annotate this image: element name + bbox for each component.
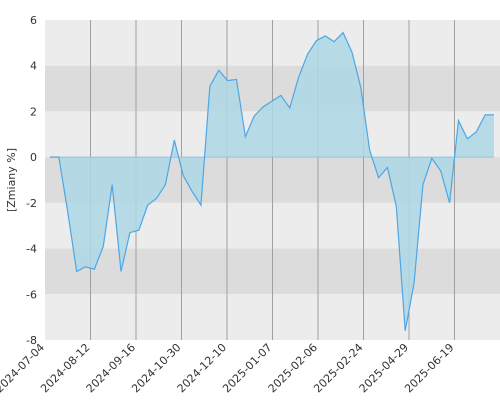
y-tick-label: -2	[26, 197, 37, 210]
y-tick-label: 6	[30, 14, 37, 27]
y-tick-label: 4	[30, 60, 37, 73]
series-area	[50, 31, 494, 331]
y-tick-label: -4	[26, 243, 37, 256]
area-fill	[50, 32, 494, 331]
series-line	[50, 31, 494, 331]
y-tick-labels: -8 -6 -4 -2 0 2 4 6	[26, 14, 37, 347]
x-tick-label: 2025-06-19	[402, 341, 456, 395]
y-tick-label: -6	[26, 288, 37, 301]
x-tick-labels: 2024-07-042024-08-122024-09-162024-10-30…	[0, 341, 457, 395]
y-tick-label: -8	[26, 334, 37, 347]
y-tick-label: 0	[30, 151, 37, 164]
y-axis-label: [Zmiany %]	[5, 148, 18, 212]
y-tick-label: 2	[30, 105, 37, 118]
